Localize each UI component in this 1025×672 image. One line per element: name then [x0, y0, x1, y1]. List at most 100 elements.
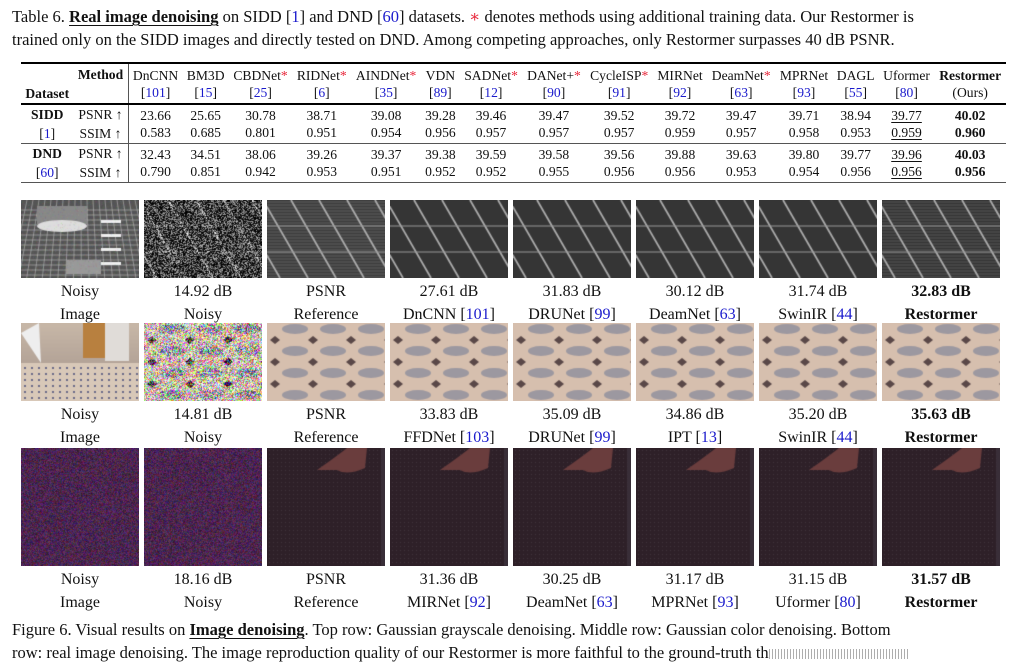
- citation-link[interactable]: 25: [253, 85, 268, 100]
- method-label: SADNet: [464, 68, 512, 83]
- method-name: DRUNet: [528, 429, 586, 446]
- citation-link[interactable]: 103: [465, 429, 490, 446]
- method-name: Reference: [293, 306, 359, 323]
- metric-value: 0.956: [934, 163, 1006, 183]
- method-name: DnCNN: [128, 63, 183, 84]
- citation-link[interactable]: 1: [291, 7, 300, 26]
- citation-link[interactable]: 80: [899, 85, 914, 100]
- value: 0.959: [891, 125, 922, 140]
- metric-value: 0.851: [183, 163, 229, 183]
- value: 39.77: [840, 147, 871, 162]
- metric-value: 0.955: [522, 163, 585, 183]
- citation-link[interactable]: 1: [43, 126, 51, 141]
- metric-value: 0.956: [879, 163, 935, 183]
- citation-link[interactable]: 63: [596, 594, 613, 611]
- citation-link[interactable]: 93: [797, 85, 811, 100]
- metric-value: 39.26: [292, 144, 351, 164]
- citation-link[interactable]: 63: [734, 85, 748, 100]
- metric-value: 0.956: [833, 163, 879, 183]
- header-row: Method DnCNN BM3D CBDNet* RIDNet* AINDNet* VDN…: [21, 63, 1006, 84]
- psnr-label: 31.17 dB: [665, 571, 725, 588]
- citation-link[interactable]: 12: [484, 85, 498, 100]
- psnr-label: 14.81 dB: [173, 406, 233, 423]
- figure-caption: Figure 6. Visual results on Image denois…: [12, 618, 1012, 664]
- citation-link[interactable]: 35: [379, 85, 393, 100]
- psnr-label: 30.12 dB: [665, 283, 725, 300]
- bracket: [: [830, 594, 840, 611]
- method-caption: Reference: [261, 591, 391, 614]
- method-header: Method: [73, 63, 129, 84]
- result-image: [636, 323, 754, 401]
- method-label: DeamNet: [711, 68, 764, 83]
- method-name: DANet+*: [522, 63, 585, 84]
- bracket: ]: [610, 429, 616, 446]
- method-label: Restormer: [939, 68, 1002, 83]
- citation-link[interactable]: 44: [836, 306, 853, 323]
- citation-link[interactable]: 89: [433, 85, 448, 100]
- citation-link[interactable]: 92: [469, 594, 486, 611]
- bracket: [: [844, 85, 849, 100]
- metric-value: 0.956: [585, 163, 653, 183]
- metric-value: 39.47: [707, 104, 775, 124]
- figure-cell: Noisy Image: [21, 200, 139, 326]
- bracket: [: [729, 85, 735, 100]
- method-label: DANet+: [527, 68, 574, 83]
- value: 39.47: [725, 108, 757, 123]
- citation-link[interactable]: 60: [382, 7, 400, 26]
- dataset-name: DND: [32, 146, 62, 161]
- metric-value: 0.956: [653, 163, 707, 183]
- citation-link[interactable]: 91: [612, 85, 626, 100]
- result-image: [636, 200, 754, 278]
- value: 0.953: [840, 125, 871, 140]
- metric-value: 39.46: [460, 104, 523, 124]
- metric-value: 0.801: [229, 124, 293, 144]
- citation-link[interactable]: 101: [465, 306, 490, 323]
- value: 0.956: [425, 125, 456, 140]
- dataset-name: SIDD: [30, 107, 64, 122]
- ours-label: (Ours): [952, 85, 988, 100]
- method-name: Uformer: [775, 594, 831, 611]
- citation-link[interactable]: 80: [839, 594, 856, 611]
- metric-value: 0.953: [292, 163, 351, 183]
- method-name: Noisy: [183, 429, 223, 446]
- method-ref: [89]: [421, 84, 460, 104]
- figure-title: Image denoising: [189, 620, 305, 639]
- citation-link[interactable]: 55: [848, 85, 863, 100]
- citation-link[interactable]: 63: [719, 306, 736, 323]
- result-image: [390, 200, 508, 278]
- bracket: ]: [392, 85, 398, 100]
- citation-link[interactable]: 99: [594, 306, 611, 323]
- bracket: ]: [489, 306, 495, 323]
- metric-value: 30.78: [229, 104, 293, 124]
- bracket: [: [708, 594, 718, 611]
- citation-link[interactable]: 60: [40, 165, 55, 180]
- method-caption: Uformer [80]: [753, 591, 883, 614]
- value: 39.08: [370, 108, 402, 123]
- citation-link[interactable]: 99: [594, 429, 611, 446]
- result-image: [144, 448, 262, 566]
- method-label: DnCNN: [132, 68, 179, 83]
- citation-link[interactable]: 101: [145, 85, 166, 100]
- citation-link[interactable]: 6: [318, 85, 326, 100]
- citation-link[interactable]: 13: [700, 429, 717, 446]
- citation-link[interactable]: 92: [673, 85, 687, 100]
- bracket: [: [585, 429, 595, 446]
- value: 39.52: [603, 108, 635, 123]
- method-name: Noisy: [183, 306, 223, 323]
- citation-link[interactable]: 44: [836, 429, 853, 446]
- value: 0.954: [370, 125, 402, 140]
- citation-link[interactable]: 15: [198, 85, 213, 100]
- result-image: [390, 323, 508, 401]
- value: 0.956: [954, 164, 986, 179]
- method-name: VDN: [421, 63, 460, 84]
- psnr-label: 31.15 dB: [788, 571, 848, 588]
- method-caption: DRUNet [99]: [507, 426, 637, 449]
- method-caption: Reference: [261, 303, 391, 326]
- method-ref: [91]: [585, 84, 653, 104]
- psnr-label: PSNR: [305, 571, 347, 588]
- method-name: MIRNet: [653, 63, 707, 84]
- citation-link[interactable]: 93: [717, 594, 734, 611]
- citation-link[interactable]: 90: [547, 85, 561, 100]
- value: 39.77: [891, 108, 922, 123]
- method-caption: MIRNet [92]: [384, 591, 514, 614]
